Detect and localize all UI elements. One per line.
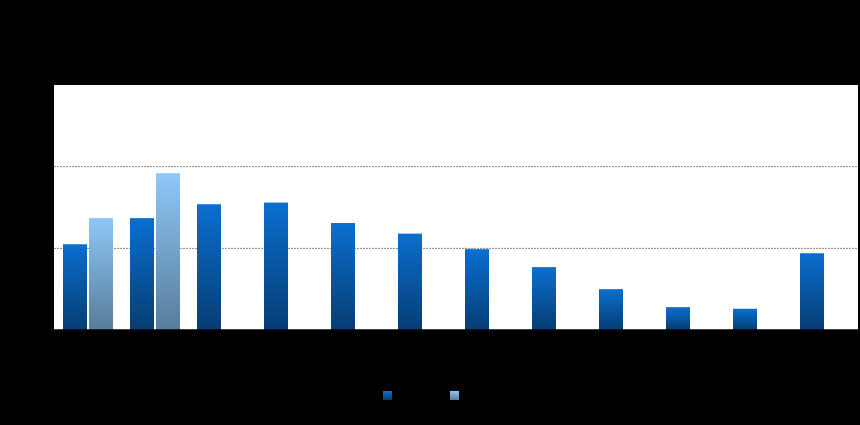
bar bbox=[130, 218, 154, 330]
bar bbox=[532, 267, 556, 330]
legend-marker bbox=[383, 391, 392, 400]
bar bbox=[197, 204, 221, 330]
legend-marker bbox=[450, 391, 459, 400]
bar bbox=[733, 308, 757, 330]
bar bbox=[156, 173, 180, 330]
bar bbox=[331, 223, 355, 330]
bar bbox=[398, 233, 422, 330]
bar bbox=[63, 244, 87, 330]
bar bbox=[89, 218, 113, 330]
bar bbox=[666, 307, 690, 330]
bar bbox=[264, 202, 288, 330]
bar bbox=[465, 249, 489, 330]
bar bbox=[800, 253, 824, 330]
bar bbox=[599, 289, 623, 330]
plot-area bbox=[54, 85, 858, 330]
